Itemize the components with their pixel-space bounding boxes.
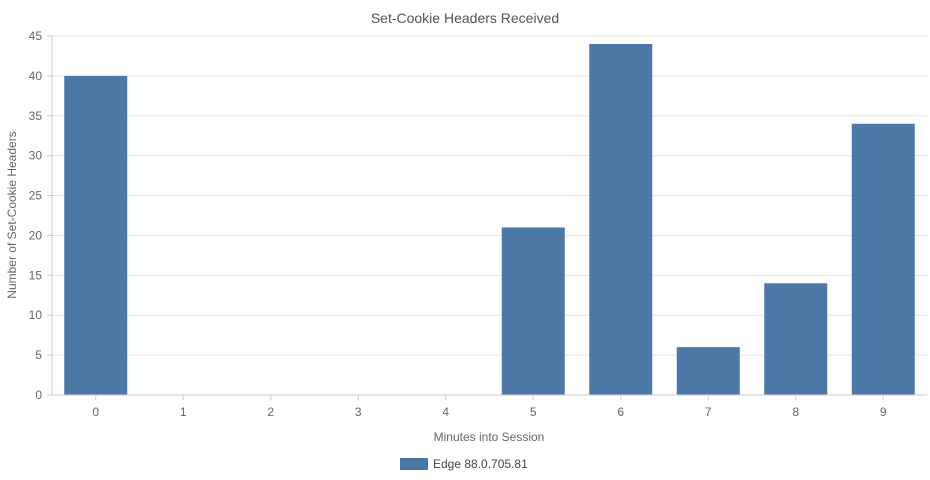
x-tick-label: 4 [442,405,449,419]
y-tick-label: 25 [29,189,43,203]
x-axis-ticks: 0 1 2 3 4 5 6 7 8 9 [92,395,887,419]
legend[interactable]: Edge 88.0.705.81 [400,457,528,471]
y-tick-label: 35 [29,109,43,123]
x-tick-label: 7 [705,405,712,419]
x-tick-label: 0 [92,405,99,419]
axes [51,36,927,396]
x-tick-label: 9 [880,405,887,419]
bar-8[interactable] [764,283,828,395]
y-axis-label: Number of Set-Cookie Headers [5,131,19,298]
y-tick-label: 0 [35,388,42,402]
x-tick-label: 5 [530,405,537,419]
y-tick-label: 40 [29,69,43,83]
bar-6[interactable] [589,43,653,395]
y-tick-label: 30 [29,149,43,163]
y-axis-ticks: 0 5 10 15 20 25 30 35 40 45 [29,29,52,402]
x-tick-label: 1 [180,405,187,419]
bar-7[interactable] [676,347,740,395]
bar-9[interactable] [851,123,915,395]
x-tick-label: 2 [267,405,274,419]
y-tick-label: 20 [29,228,43,242]
x-tick-label: 6 [617,405,624,419]
legend-swatch [400,458,428,470]
y-tick-label: 5 [35,348,42,362]
chart-title: Set-Cookie Headers Received [371,10,559,26]
y-tick-label: 15 [29,268,43,282]
legend-label: Edge 88.0.705.81 [433,457,528,471]
bar-0[interactable] [64,75,128,395]
x-tick-label: 3 [355,405,362,419]
bar-5[interactable] [501,227,565,395]
x-axis-label: Minutes into Session [434,430,545,444]
y-tick-label: 10 [29,308,43,322]
gridlines [52,35,927,396]
x-tick-label: 8 [792,405,799,419]
y-tick-label: 45 [29,29,43,43]
bars [64,43,915,395]
